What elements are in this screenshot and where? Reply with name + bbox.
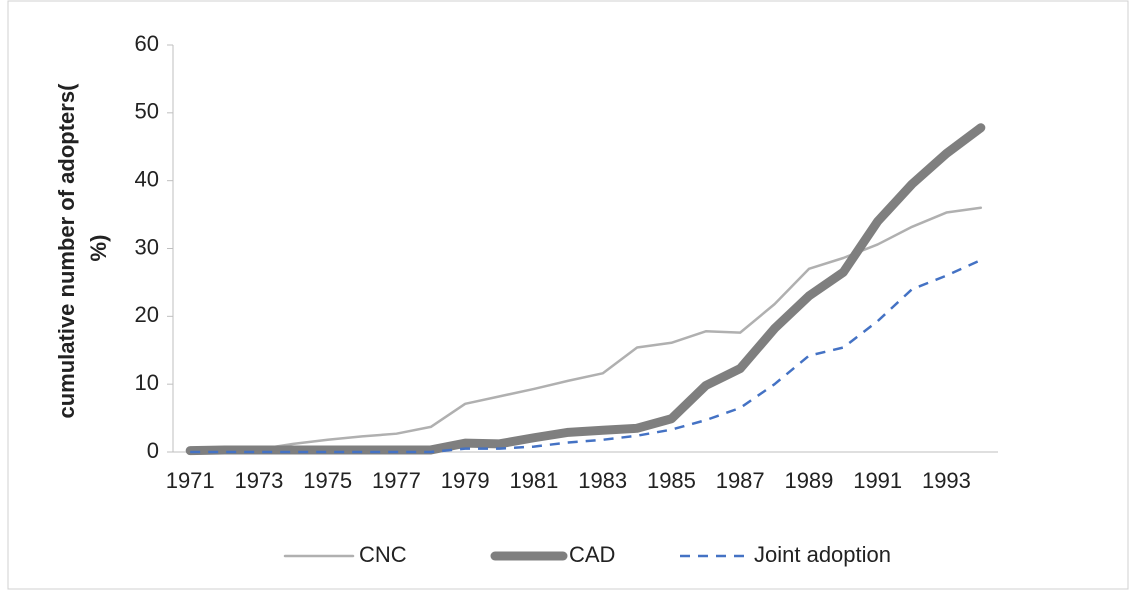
x-tick-label: 1979	[441, 468, 490, 493]
y-axis-label-line: %)	[86, 235, 111, 262]
x-tick-label: 1973	[234, 468, 283, 493]
series-line	[190, 258, 982, 454]
x-tick-label: 1977	[372, 468, 421, 493]
x-tick-label: 1993	[922, 468, 971, 493]
legend-label: Joint adoption	[754, 542, 891, 567]
y-tick-label: 20	[135, 302, 159, 327]
y-axis-label: cumulative number of adopters( %)	[54, 77, 111, 418]
y-tick-label: 10	[135, 370, 159, 395]
y-tick-label: 30	[135, 234, 159, 259]
legend-label: CAD	[569, 542, 615, 567]
x-tick-label: 1975	[303, 468, 352, 493]
x-tick-label: 1983	[578, 468, 627, 493]
x-tick-label: 1989	[784, 468, 833, 493]
y-tick-label: 50	[135, 99, 159, 124]
x-tick-label: 1971	[166, 468, 215, 493]
y-tick-label: 40	[135, 166, 159, 191]
series-line	[185, 123, 986, 456]
legend-label: CNC	[359, 542, 407, 567]
y-axis-label-line: cumulative number of adopters(	[54, 83, 79, 419]
y-tick-label: 0	[147, 438, 159, 463]
x-tick-label: 1985	[647, 468, 696, 493]
x-tick-label: 1991	[853, 468, 902, 493]
chart-frame	[7, 0, 1129, 590]
x-tick-label: 1981	[509, 468, 558, 493]
y-tick-label: 60	[135, 31, 159, 56]
x-tick-label: 1987	[716, 468, 765, 493]
